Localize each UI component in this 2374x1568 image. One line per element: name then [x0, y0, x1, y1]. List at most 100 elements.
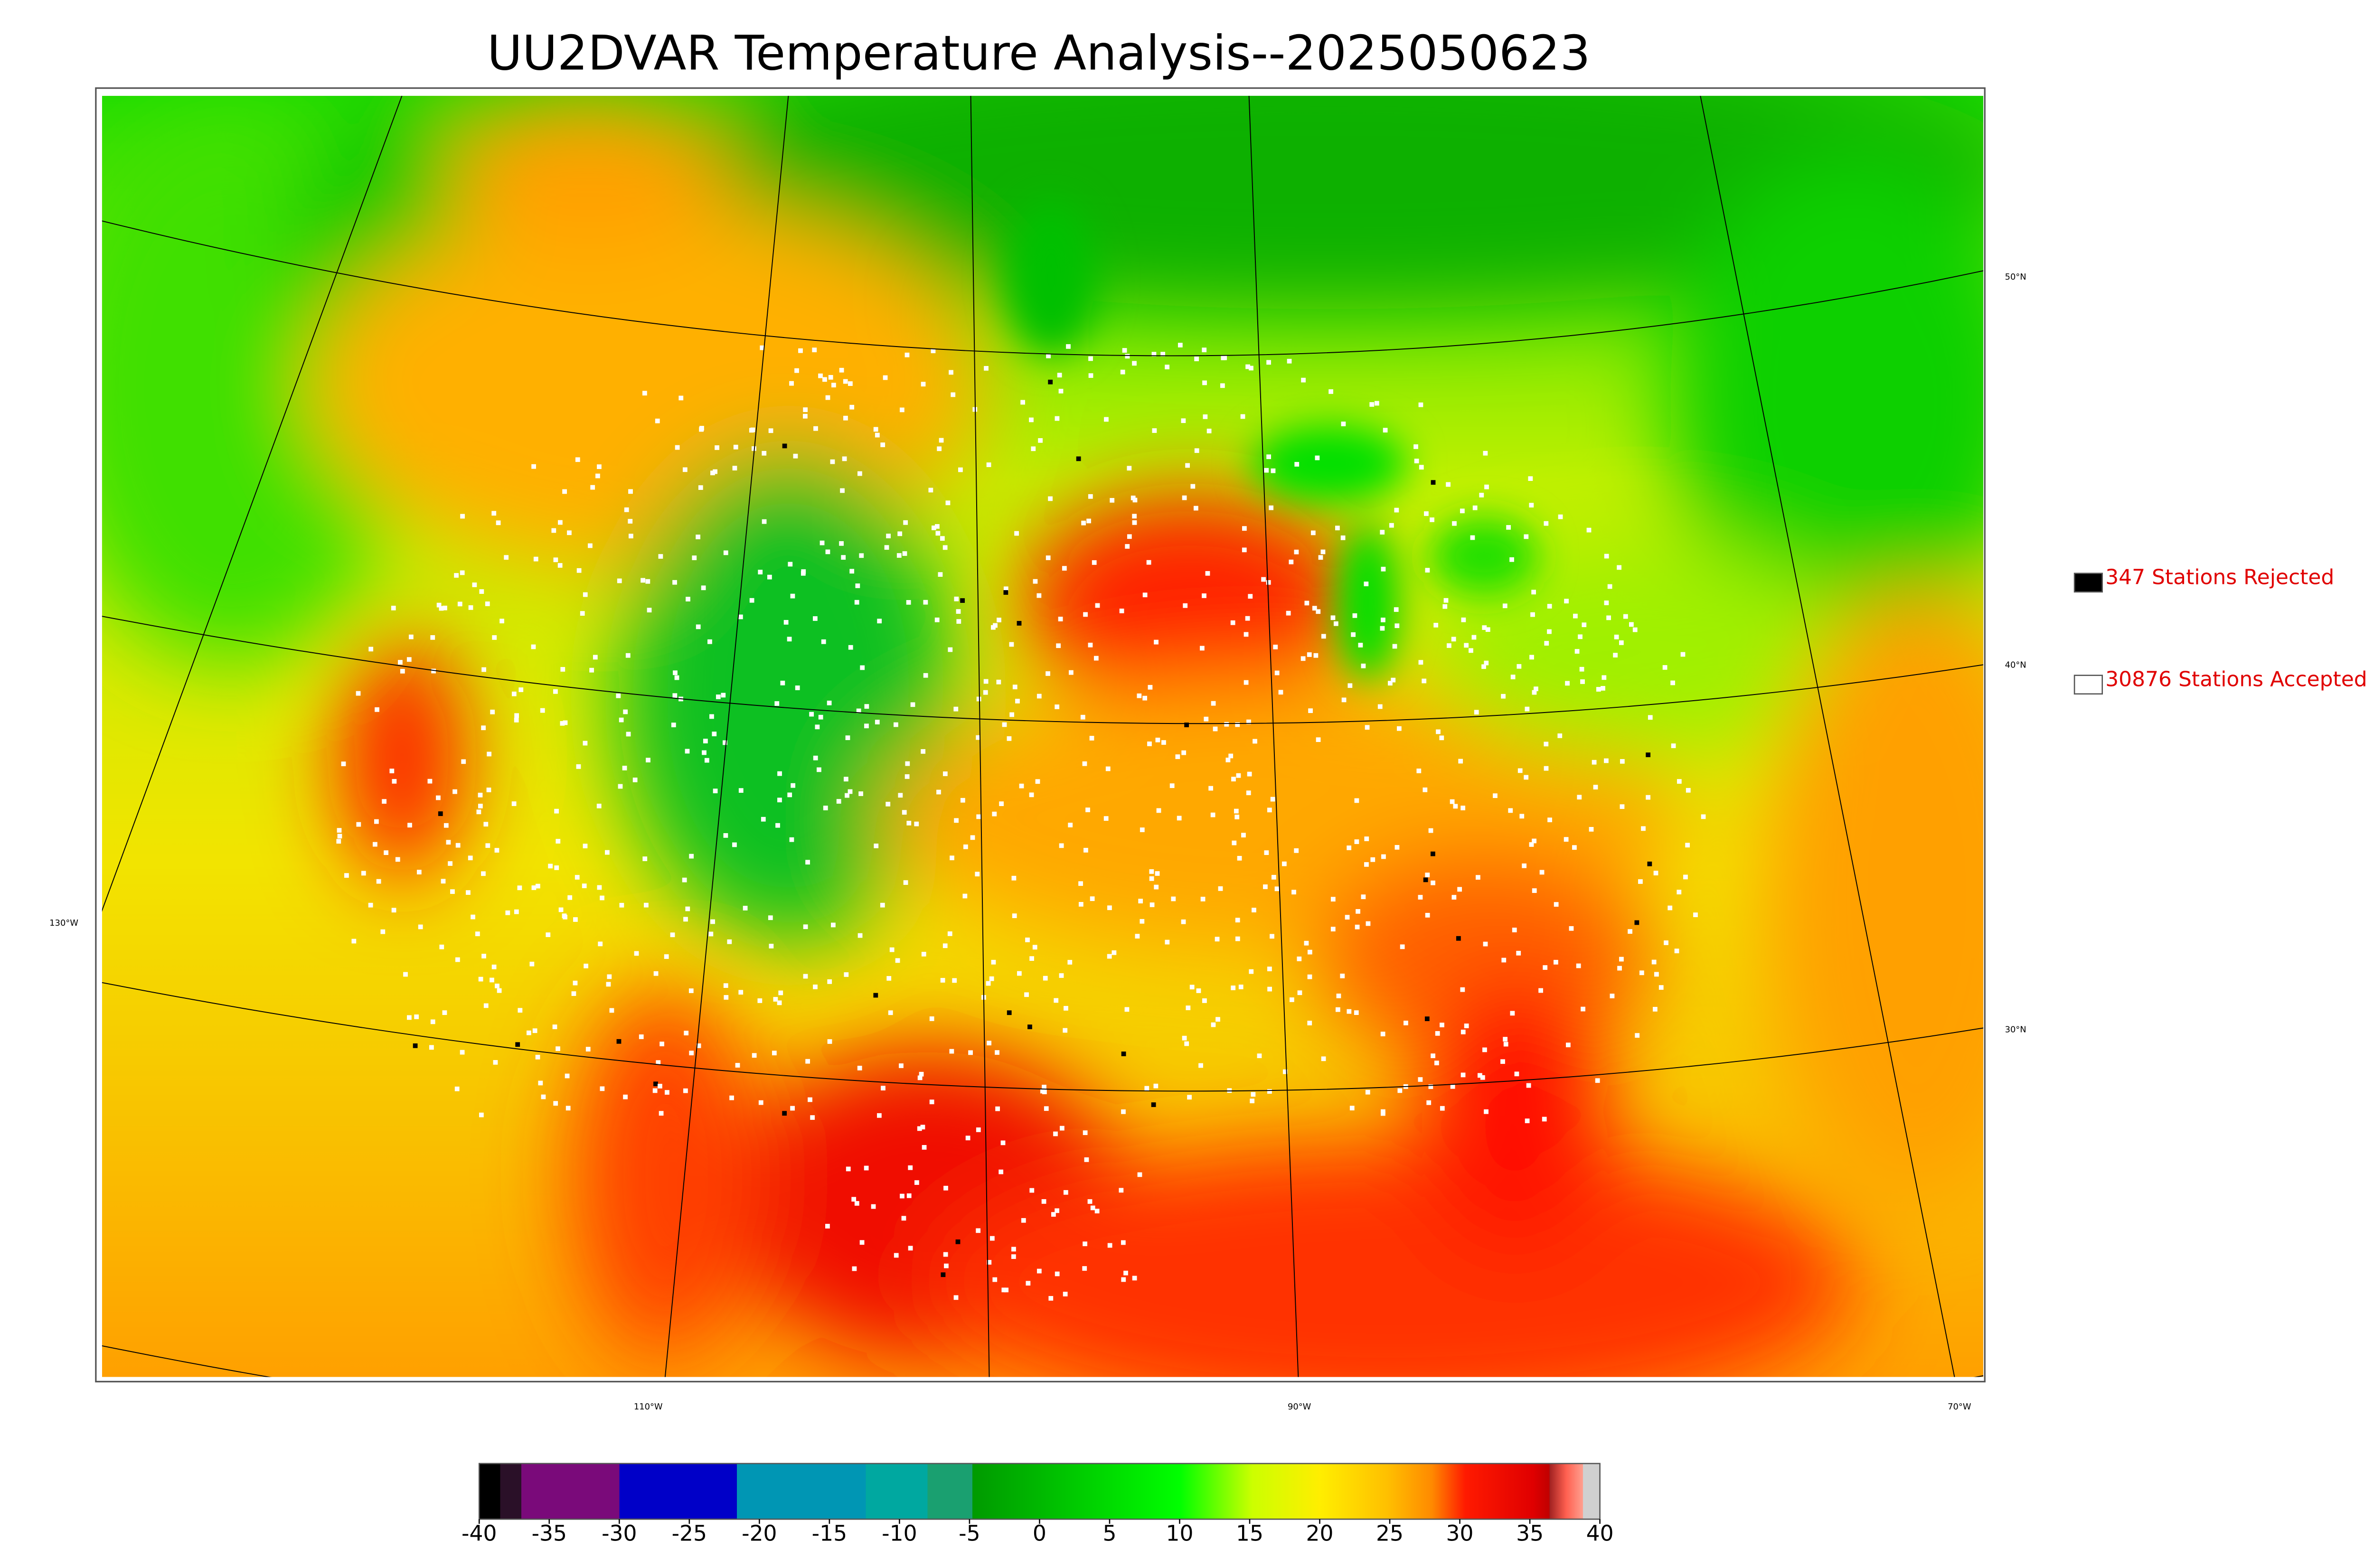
station [864, 1165, 869, 1171]
station [884, 545, 889, 550]
station [881, 1086, 886, 1091]
station [1242, 547, 1247, 553]
station [958, 467, 963, 472]
station [1509, 557, 1514, 562]
station [384, 850, 388, 855]
station [478, 792, 483, 798]
latitude-label: 50°N [2005, 272, 2026, 282]
station [855, 583, 860, 588]
station [1066, 344, 1071, 349]
station [554, 865, 559, 870]
station [1476, 875, 1480, 880]
station [1531, 590, 1536, 595]
station [644, 902, 649, 908]
station [597, 464, 602, 469]
station [515, 1042, 520, 1047]
station [686, 597, 690, 601]
station [1238, 985, 1244, 989]
station [953, 1295, 959, 1300]
colorbar-tick-label: 0 [1033, 1521, 1046, 1546]
station [1416, 768, 1422, 773]
station [1294, 462, 1300, 467]
station [815, 724, 820, 730]
station [1602, 675, 1607, 680]
station [1524, 534, 1529, 539]
station [1413, 444, 1418, 449]
station [828, 375, 833, 380]
station [1029, 417, 1034, 423]
station [1017, 621, 1022, 626]
station [1435, 1031, 1440, 1036]
station [600, 895, 604, 901]
station [583, 741, 588, 746]
station [1596, 687, 1601, 692]
station [1525, 1118, 1530, 1123]
station [733, 444, 738, 450]
station [1103, 816, 1109, 821]
station [778, 990, 783, 995]
station [1461, 617, 1466, 622]
station [1036, 1268, 1042, 1274]
station [683, 1088, 688, 1093]
station [556, 839, 561, 844]
station [1426, 1100, 1432, 1105]
station [929, 1016, 934, 1021]
station [1685, 843, 1690, 848]
station [1132, 498, 1138, 503]
station [1380, 1111, 1385, 1116]
station [356, 822, 361, 827]
station [1529, 842, 1534, 847]
station [560, 667, 565, 672]
station [782, 443, 787, 449]
station [1171, 896, 1176, 901]
station [1542, 1117, 1547, 1122]
station [908, 1165, 913, 1170]
station [1249, 366, 1253, 371]
station [1086, 518, 1091, 524]
station [713, 469, 717, 474]
station [1620, 804, 1625, 809]
station [902, 810, 907, 815]
station [1090, 1205, 1095, 1211]
station [604, 850, 610, 855]
station [1304, 940, 1309, 946]
station [813, 426, 818, 431]
station [1532, 690, 1537, 695]
station [632, 778, 638, 782]
station [1356, 909, 1360, 914]
station [407, 1015, 412, 1020]
station [836, 799, 841, 804]
station [1307, 1021, 1312, 1025]
station [852, 1266, 857, 1271]
station [1235, 722, 1240, 727]
station [874, 843, 879, 848]
station [478, 804, 483, 808]
station [392, 779, 397, 784]
station [1558, 514, 1563, 519]
station [895, 958, 900, 963]
station [794, 368, 799, 373]
longitude-label: 110°W [634, 1402, 663, 1412]
station [1076, 456, 1081, 461]
station [1149, 869, 1154, 874]
station [848, 645, 853, 650]
station [1294, 549, 1299, 554]
station [859, 1240, 865, 1245]
station [1701, 814, 1706, 819]
station [1002, 722, 1007, 727]
station [597, 885, 602, 890]
station [1046, 353, 1051, 358]
station [950, 855, 954, 861]
colorbar-tick-label: 30 [1446, 1521, 1474, 1546]
station [562, 489, 567, 494]
station [777, 1000, 782, 1005]
station [936, 789, 941, 795]
colorbar-tick-label: 40 [1586, 1521, 1614, 1546]
station [1121, 1109, 1126, 1114]
station [875, 720, 880, 724]
station [1619, 640, 1624, 645]
station [626, 732, 631, 737]
station [893, 722, 898, 727]
station [906, 600, 911, 605]
station [813, 755, 818, 761]
